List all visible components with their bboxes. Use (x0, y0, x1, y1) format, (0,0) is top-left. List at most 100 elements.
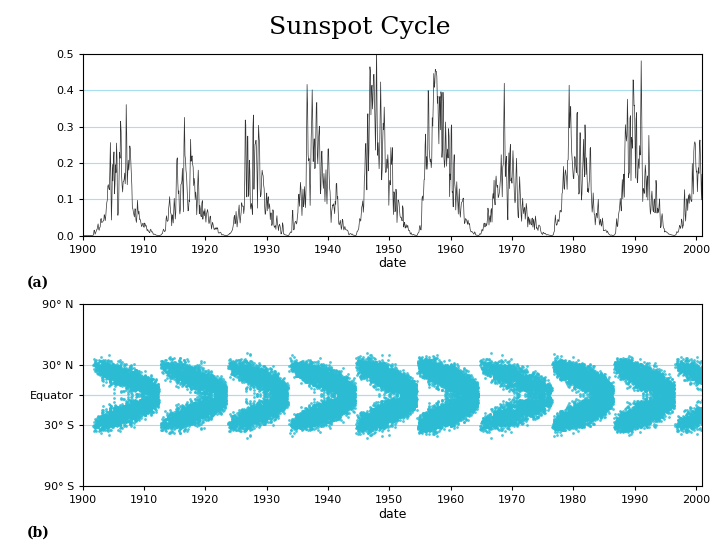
Point (300, 359, 311, 368)
Point (495, 367, 507, 375)
Point (634, 409, 646, 417)
Point (681, 421, 693, 430)
Point (372, 370, 383, 379)
Point (325, 408, 336, 417)
Point (179, 416, 190, 425)
Point (141, 395, 153, 404)
Point (559, 373, 571, 382)
Point (654, 410, 666, 418)
Point (401, 397, 413, 406)
Point (271, 372, 283, 380)
Point (654, 378, 665, 387)
Point (562, 423, 573, 432)
Point (644, 393, 655, 401)
Point (560, 368, 572, 376)
Point (387, 411, 398, 420)
Point (379, 410, 390, 418)
Point (580, 379, 592, 388)
Point (393, 400, 405, 409)
Point (142, 400, 153, 408)
Point (210, 380, 221, 389)
Point (176, 418, 188, 427)
Point (120, 373, 131, 381)
Point (500, 376, 512, 385)
Point (318, 413, 329, 421)
Point (264, 403, 275, 412)
Point (150, 392, 162, 401)
Point (635, 406, 647, 414)
Point (512, 373, 523, 381)
Point (597, 392, 608, 401)
Point (369, 367, 381, 375)
Point (176, 377, 187, 386)
Point (444, 367, 456, 375)
Point (526, 388, 538, 397)
Point (444, 384, 456, 393)
Point (207, 386, 218, 394)
Point (457, 415, 469, 423)
Point (171, 409, 183, 417)
Point (582, 362, 594, 371)
Point (291, 418, 302, 427)
Point (240, 415, 252, 423)
Point (365, 373, 377, 381)
Point (250, 410, 261, 419)
Point (551, 422, 562, 430)
Point (681, 426, 693, 435)
Point (245, 374, 256, 382)
Point (657, 404, 668, 413)
Point (564, 420, 576, 428)
Point (688, 367, 700, 375)
Point (358, 362, 369, 371)
Point (570, 363, 581, 372)
Point (177, 414, 189, 422)
Point (274, 403, 285, 411)
Point (335, 377, 346, 386)
Point (264, 403, 276, 412)
Point (455, 379, 467, 388)
Point (457, 394, 469, 403)
Point (274, 401, 285, 410)
Point (218, 388, 230, 397)
Point (456, 403, 467, 412)
Point (415, 360, 427, 369)
Point (295, 424, 307, 433)
Point (374, 414, 385, 422)
Point (495, 412, 507, 421)
Point (337, 381, 348, 390)
Point (291, 412, 302, 421)
Point (330, 401, 341, 409)
Point (446, 371, 457, 380)
Point (641, 416, 652, 424)
Point (648, 414, 660, 423)
Point (209, 381, 220, 389)
Point (577, 362, 589, 371)
Point (185, 368, 197, 376)
Point (293, 420, 305, 429)
Point (333, 380, 344, 389)
Point (548, 362, 559, 370)
Point (503, 376, 514, 384)
Point (383, 403, 395, 411)
Point (296, 420, 307, 428)
Point (469, 387, 480, 395)
Point (653, 394, 665, 403)
Point (528, 378, 539, 387)
Point (258, 404, 269, 413)
Point (372, 406, 384, 415)
Point (647, 384, 658, 393)
Point (405, 383, 417, 392)
Point (590, 397, 601, 406)
Point (299, 415, 310, 424)
Point (134, 383, 145, 391)
Point (358, 412, 369, 421)
Point (604, 400, 616, 408)
Point (148, 400, 160, 408)
Point (665, 397, 677, 406)
Point (565, 418, 577, 427)
Point (474, 360, 486, 369)
Point (395, 413, 406, 422)
Point (431, 367, 442, 376)
Point (464, 403, 476, 412)
Point (602, 382, 613, 391)
